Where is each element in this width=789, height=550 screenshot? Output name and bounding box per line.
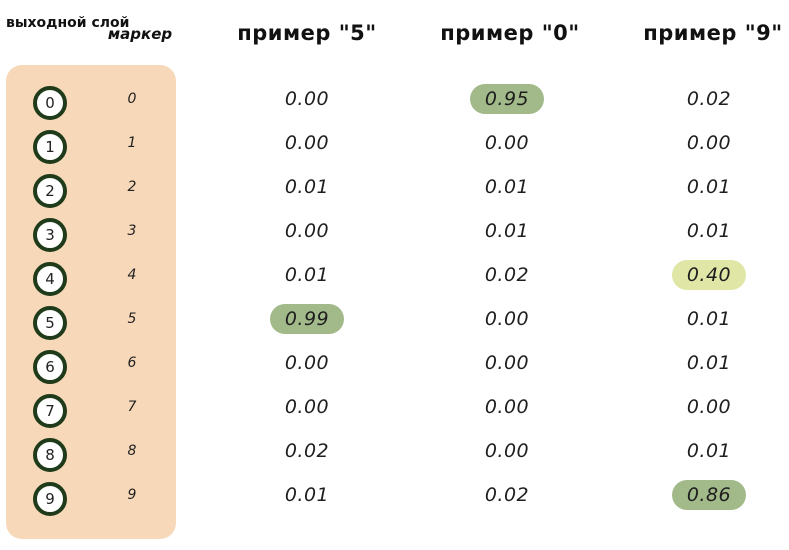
label-value: 1 bbox=[127, 135, 137, 151]
output-row: 3 3 0.00 0.01 0.01 bbox=[0, 212, 789, 256]
output-value: 0.00 bbox=[484, 308, 530, 330]
output-value: 0.01 bbox=[686, 308, 732, 330]
output-neuron-node: 5 bbox=[33, 306, 67, 340]
output-value: 0.00 bbox=[284, 220, 330, 242]
output-value: 0.02 bbox=[686, 88, 732, 110]
output-row: 4 4 0.01 0.02 0.40 bbox=[0, 256, 789, 300]
output-value: 0.00 bbox=[484, 396, 530, 418]
example-0-header: пример "0" bbox=[440, 21, 580, 45]
output-value: 0.02 bbox=[484, 264, 530, 286]
output-value: 0.00 bbox=[484, 132, 530, 154]
output-value: 0.00 bbox=[484, 440, 530, 462]
output-row: 7 7 0.00 0.00 0.00 bbox=[0, 388, 789, 432]
output-neuron-node: 7 bbox=[33, 394, 67, 428]
output-neuron-node: 3 bbox=[33, 218, 67, 252]
output-neuron-node: 6 bbox=[33, 350, 67, 384]
label-value: 8 bbox=[127, 443, 137, 459]
output-row: 1 1 0.00 0.00 0.00 bbox=[0, 124, 789, 168]
output-row: 5 5 0.99 0.00 0.01 bbox=[0, 300, 789, 344]
output-neuron-node: 2 bbox=[33, 174, 67, 208]
output-value: 0.01 bbox=[284, 264, 330, 286]
output-value: 0.00 bbox=[284, 396, 330, 418]
output-layer-header: выходной слой bbox=[6, 15, 130, 31]
output-neuron-node: 1 bbox=[33, 130, 67, 164]
output-row: 2 2 0.01 0.01 0.01 bbox=[0, 168, 789, 212]
output-value: 0.01 bbox=[686, 220, 732, 242]
output-row: 6 6 0.00 0.00 0.01 bbox=[0, 344, 789, 388]
output-value: 0.01 bbox=[484, 176, 530, 198]
example-9-header: пример "9" bbox=[643, 21, 783, 45]
output-value: 0.01 bbox=[686, 352, 732, 374]
output-neuron-node: 8 bbox=[33, 438, 67, 472]
label-value: 7 bbox=[127, 399, 137, 415]
output-value: 0.01 bbox=[284, 484, 330, 506]
highlighted-output-value: 0.95 bbox=[470, 84, 544, 114]
output-row: 0 0 0.00 0.95 0.02 bbox=[0, 80, 789, 124]
output-value: 0.01 bbox=[686, 176, 732, 198]
output-value: 0.01 bbox=[284, 176, 330, 198]
example-5-header: пример "5" bbox=[237, 21, 377, 45]
label-value: 3 bbox=[127, 223, 137, 239]
output-value: 0.00 bbox=[284, 352, 330, 374]
output-value: 0.02 bbox=[284, 440, 330, 462]
output-row: 8 8 0.02 0.00 0.01 bbox=[0, 432, 789, 476]
output-neuron-node: 4 bbox=[33, 262, 67, 296]
label-value: 0 bbox=[127, 91, 137, 107]
highlighted-output-value: 0.99 bbox=[270, 304, 344, 334]
highlighted-output-value: 0.86 bbox=[672, 480, 746, 510]
highlighted-output-value: 0.40 bbox=[672, 260, 746, 290]
output-value: 0.00 bbox=[284, 88, 330, 110]
output-neuron-node: 0 bbox=[33, 86, 67, 120]
output-value: 0.00 bbox=[284, 132, 330, 154]
label-value: 4 bbox=[127, 267, 137, 283]
label-value: 9 bbox=[127, 487, 137, 503]
output-value: 0.01 bbox=[686, 440, 732, 462]
label-header: маркер bbox=[107, 25, 173, 43]
output-value: 0.01 bbox=[484, 220, 530, 242]
output-value: 0.00 bbox=[686, 132, 732, 154]
output-value: 0.00 bbox=[484, 352, 530, 374]
output-value: 0.00 bbox=[686, 396, 732, 418]
output-neuron-node: 9 bbox=[33, 482, 67, 516]
label-value: 2 bbox=[127, 179, 137, 195]
label-value: 6 bbox=[127, 355, 137, 371]
output-row: 9 9 0.01 0.02 0.86 bbox=[0, 476, 789, 520]
label-value: 5 bbox=[127, 311, 137, 327]
output-value: 0.02 bbox=[484, 484, 530, 506]
